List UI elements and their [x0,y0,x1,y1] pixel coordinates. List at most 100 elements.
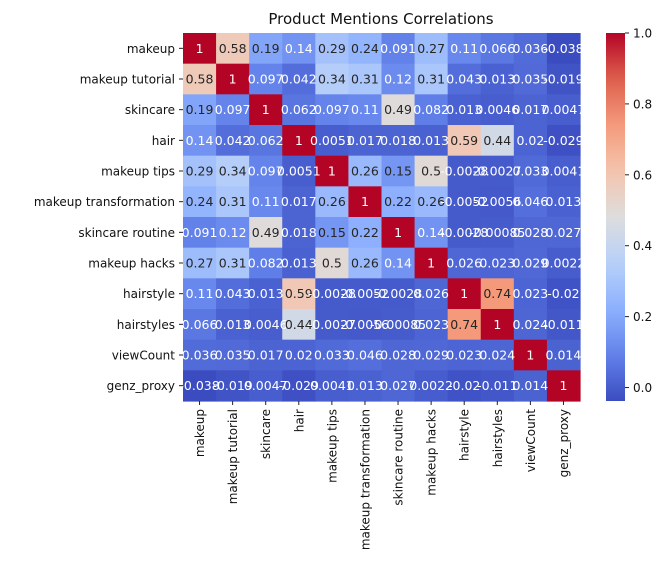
heatmap-cell-0-0 [183,33,217,65]
cell-label-4-6: 0.15 [384,164,412,179]
cell-label-4-2: 0.097 [248,164,284,179]
heatmap-cell-9-5 [348,309,383,341]
cell-label-0-2: 0.19 [252,41,280,56]
y-tick-label-8: hairstyle [123,287,175,301]
cell-label-7-11: 0.0022 [542,256,586,271]
cell-label-4-1: 0.34 [219,164,247,179]
cell-label-2-5: 0.11 [351,102,379,117]
heatmap-cell-3-9 [480,125,515,157]
y-axis-ticks: makeup makeup tutorial skincare hair makeup … [34,42,183,393]
heatmap-cell-1-1 [216,63,250,95]
cell-label-4-7: 0.5 [421,164,441,179]
heatmap-cell-4-11 [546,155,581,187]
heatmap-cell-10-0 [183,339,217,371]
x-tick-label-8: hairstyle [458,409,472,461]
heatmap-cell-1-3 [282,63,316,95]
heatmap-cell-1-11 [546,63,581,95]
cell-label-2-1: 0.097 [215,102,251,117]
heatmap-cell-5-4 [315,186,350,218]
cell-label-3-3: 1 [295,133,303,148]
cell-label-6-2: 0.49 [252,225,280,240]
cell-label-6-9: -0.00085 [469,225,525,240]
y-tick-label-4: makeup tips [101,165,175,179]
cell-label-7-7: 1 [427,256,435,271]
cell-label-6-4: 0.15 [318,225,346,240]
heatmap-cell-4-7 [414,155,449,187]
heatmap-cell-8-6 [381,278,416,310]
x-tick-label-1: makeup tutorial [226,409,240,504]
x-tick-label-11: genz_proxy [557,409,571,477]
heatmap-cell-1-8 [447,63,482,95]
heatmap-cell-9-4 [315,309,350,341]
cell-label-8-8: 1 [460,286,468,301]
cell-label-11-5: 0.013 [347,378,383,393]
cell-label-5-4: 0.26 [318,194,346,209]
cell-label-11-2: 0.0047 [244,378,288,393]
heatmap-cell-4-4 [315,155,350,187]
heatmap-cell-2-8 [447,94,482,126]
cell-label-4-0: 0.29 [186,164,214,179]
cell-label-10-2: 0.017 [248,348,284,363]
cell-label-4-4: 1 [328,164,336,179]
heatmap-cell-5-10 [513,186,548,218]
x-tick-label-9: hairstyles [491,409,505,467]
heatmap-cell-11-5 [348,370,383,402]
cell-label-11-6: 0.027 [380,378,416,393]
x-axis-ticks: makeup makeup tutorial skincare hair makeup … [193,401,571,550]
heatmap-cell-4-6 [381,155,416,187]
cell-label-8-1: 0.043 [215,286,251,301]
cell-label-7-6: 0.14 [384,256,412,271]
y-tick-label-1: makeup tutorial [80,73,175,87]
heatmap-cell-10-7 [414,339,449,371]
heatmap-cell-5-8 [447,186,482,218]
cell-label-6-7: 0.14 [417,225,445,240]
cell-label-2-10: 0.017 [512,102,548,117]
cell-label-0-1: 0.58 [219,41,247,56]
cell-label-9-7: 0.023 [413,317,449,332]
y-tick-label-0: makeup [127,42,175,56]
cell-label-11-9: -0.011 [477,378,517,393]
y-tick-label-9: hairstyles [117,318,175,332]
heatmap-cell-3-0 [183,125,217,157]
cell-label-1-8: 0.043 [446,72,482,87]
cell-label-5-9: -0.0056 [473,194,521,209]
heatmap-cell-8-10 [513,278,548,310]
heatmap-cell-2-2 [249,94,283,126]
cell-label-6-0: 0.091 [182,225,218,240]
cell-label-10-10: 1 [526,348,534,363]
heatmap-cell-10-9 [480,339,515,371]
cell-label-0-6: 0.091 [380,41,416,56]
cell-label-10-6: 0.028 [380,348,416,363]
cell-label-4-11: 0.0041 [542,164,586,179]
heatmap-cell-10-6 [381,339,416,371]
cell-label-9-0: 0.066 [182,317,218,332]
heatmap-cell-11-9 [480,370,515,402]
heatmap-cell-10-8 [447,339,482,371]
heatmap-cell-9-2 [249,309,283,341]
cell-label-3-2: 0.062 [248,133,284,148]
heatmap-cell-4-1 [216,155,250,187]
cell-label-5-6: 0.22 [384,194,412,209]
cell-label-9-10: 0.024 [512,317,548,332]
heatmap-cell-0-1 [216,33,250,65]
cell-label-7-3: 0.013 [281,256,317,271]
heatmap-cell-labels: 1 0.58 0.19 0.14 0.29 0.24 0.091 0.27 0.11 0.0660… [179,41,585,393]
cell-label-0-0: 1 [196,41,204,56]
cell-label-9-8: 0.74 [450,317,478,332]
cell-label-8-0: 0.11 [186,286,214,301]
heatmap-cell-11-2 [249,370,283,402]
cell-label-0-11: -0.038 [543,41,583,56]
heatmap-cell-3-4 [315,125,350,157]
cell-label-11-8: -0.02 [448,378,480,393]
heatmap-cell-8-11 [546,278,581,310]
cell-label-7-4: 0.5 [322,256,342,271]
cell-label-6-10: 0.028 [512,225,548,240]
heatmap-cell-9-11 [546,309,581,341]
heatmap-cell-11-0 [183,370,217,402]
cell-label-4-5: 0.26 [351,164,379,179]
cell-label-8-7: 0.026 [413,286,449,301]
cell-label-1-11: -0.019 [543,72,583,87]
heatmap-cell-4-2 [249,155,283,187]
heatmap-cell-4-3 [282,155,316,187]
heatmap-cell-9-8 [447,309,482,341]
